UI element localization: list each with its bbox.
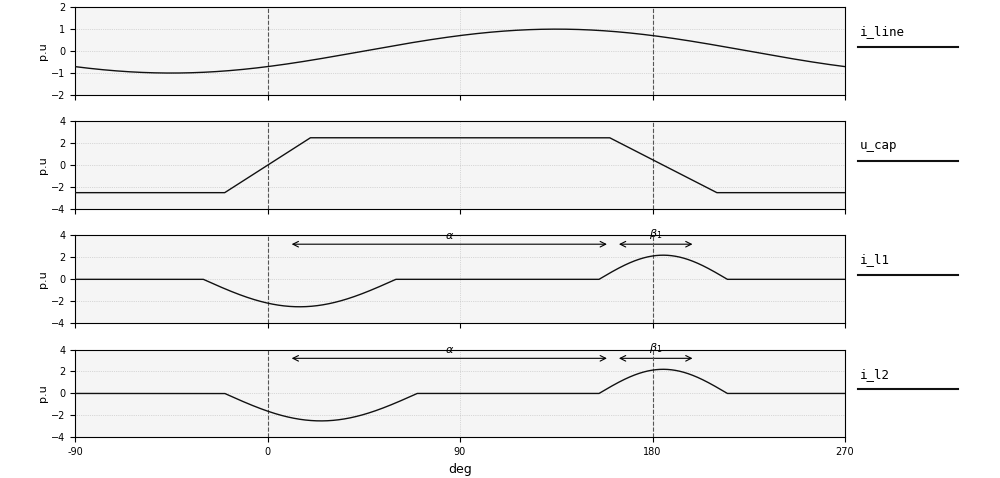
X-axis label: deg: deg: [448, 463, 472, 476]
Y-axis label: p.u: p.u: [38, 42, 48, 60]
Y-axis label: p.u: p.u: [38, 385, 48, 402]
Text: u_cap: u_cap: [860, 140, 898, 152]
Text: $\alpha$: $\alpha$: [445, 231, 454, 241]
Y-axis label: p.u: p.u: [38, 156, 48, 174]
Text: i_line: i_line: [860, 25, 905, 38]
Y-axis label: p.u: p.u: [38, 271, 48, 288]
Text: i_l2: i_l2: [860, 368, 890, 380]
Text: $\beta_1$: $\beta_1$: [649, 341, 662, 355]
Text: i_l1: i_l1: [860, 253, 890, 267]
Text: $\alpha$: $\alpha$: [445, 345, 454, 355]
Text: $\beta_1$: $\beta_1$: [649, 227, 662, 241]
